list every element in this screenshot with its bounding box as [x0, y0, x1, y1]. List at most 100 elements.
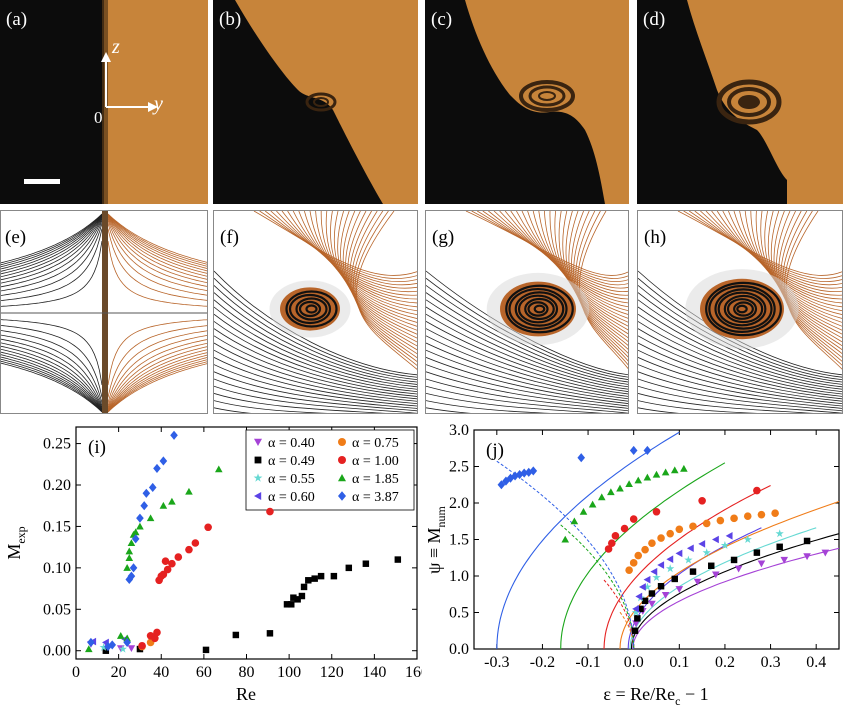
streamline [1, 362, 103, 413]
streamline [107, 342, 207, 409]
data-point [743, 512, 752, 520]
streamline [426, 364, 628, 407]
data-point [607, 539, 616, 547]
data-point [288, 601, 295, 608]
streamline [107, 214, 207, 267]
legend-marker [254, 456, 262, 464]
streamline [214, 306, 417, 388]
x-tick-label: 0.0 [624, 654, 644, 671]
data-point [146, 514, 155, 522]
streamline [504, 211, 628, 300]
streamline [426, 349, 628, 402]
panel-label: (i) [88, 437, 106, 458]
streamline [214, 328, 417, 395]
vortex-ring [736, 304, 748, 314]
data-point [652, 470, 661, 478]
streamline [700, 211, 842, 289]
x-tick-label: 80 [239, 664, 255, 681]
streamline [107, 214, 207, 269]
data-point [666, 529, 674, 538]
y-axis-label: Mexp [4, 526, 28, 559]
vortex-ring [714, 288, 773, 330]
data-point [712, 571, 720, 579]
data-point [753, 549, 761, 556]
data-point [140, 501, 148, 511]
y-tick-label: 0.25 [43, 436, 71, 453]
streamline [1, 218, 103, 288]
streamline [107, 339, 207, 408]
streamline [107, 217, 207, 284]
data-point [161, 557, 170, 566]
legend-label: α = 0.55 [268, 472, 315, 487]
sim-e-image [1, 211, 207, 413]
data-point [607, 488, 615, 496]
data-point [330, 572, 338, 580]
streamline [426, 313, 628, 390]
streamline [426, 328, 628, 395]
data-point [689, 568, 697, 575]
streamline [638, 313, 842, 390]
x-tick-label: 0.1 [669, 654, 689, 671]
y-tick-label: 3.0 [449, 422, 469, 439]
streamline [214, 342, 417, 400]
data-point [780, 556, 789, 564]
data-point [657, 582, 665, 590]
data-point [127, 645, 136, 653]
data-point [345, 564, 353, 572]
vortex-ring [708, 285, 776, 333]
fit-curve-unstable [619, 611, 635, 649]
data-point [290, 594, 297, 601]
streamline [426, 407, 471, 413]
streamline [426, 378, 628, 412]
panel-label-d: (d) [643, 9, 666, 30]
streamline [1, 338, 103, 408]
data-point [168, 497, 176, 505]
data-point [661, 468, 670, 476]
data-point [720, 541, 730, 549]
data-point [634, 476, 643, 484]
photo-panel-d: (d) [637, 0, 843, 204]
data-point [708, 562, 715, 570]
data-point [300, 583, 308, 591]
streamline [638, 292, 842, 383]
legend-marker [338, 491, 346, 501]
data-point [214, 465, 223, 473]
panel-label-b: (b) [219, 9, 242, 30]
data-point [159, 501, 168, 509]
y-axis-label-sub: num [434, 505, 448, 527]
data-point [631, 608, 641, 616]
data-point [163, 565, 172, 574]
streamline [638, 378, 842, 412]
panel-label-g: (g) [432, 227, 455, 248]
streamline [214, 321, 417, 392]
legend-marker [338, 438, 346, 446]
streamline [214, 400, 327, 413]
data-point [757, 560, 766, 568]
fit-curve [630, 533, 840, 650]
data-point [725, 532, 733, 540]
streamline [1, 325, 103, 398]
streamline [426, 335, 628, 397]
streamline [638, 299, 842, 385]
streamline [214, 349, 417, 402]
data-point [588, 500, 597, 508]
streamline [426, 285, 628, 380]
x-tick-label: 0.2 [715, 654, 735, 671]
data-point [204, 523, 212, 532]
streamline [107, 223, 207, 296]
data-point [666, 564, 675, 573]
y-tick-label: 1.5 [449, 532, 469, 549]
data-point [629, 559, 638, 567]
streamline [107, 215, 207, 277]
vortex-ring [533, 304, 546, 314]
panel-label-f: (f) [220, 227, 239, 248]
streamline [270, 211, 417, 286]
legend-marker [338, 474, 346, 482]
streamline [107, 357, 207, 412]
legend-marker [254, 492, 262, 500]
sim-f-image [214, 211, 417, 413]
data-point [611, 532, 620, 540]
data-point [803, 553, 811, 561]
data-point [311, 575, 318, 582]
streamline [1, 319, 103, 386]
